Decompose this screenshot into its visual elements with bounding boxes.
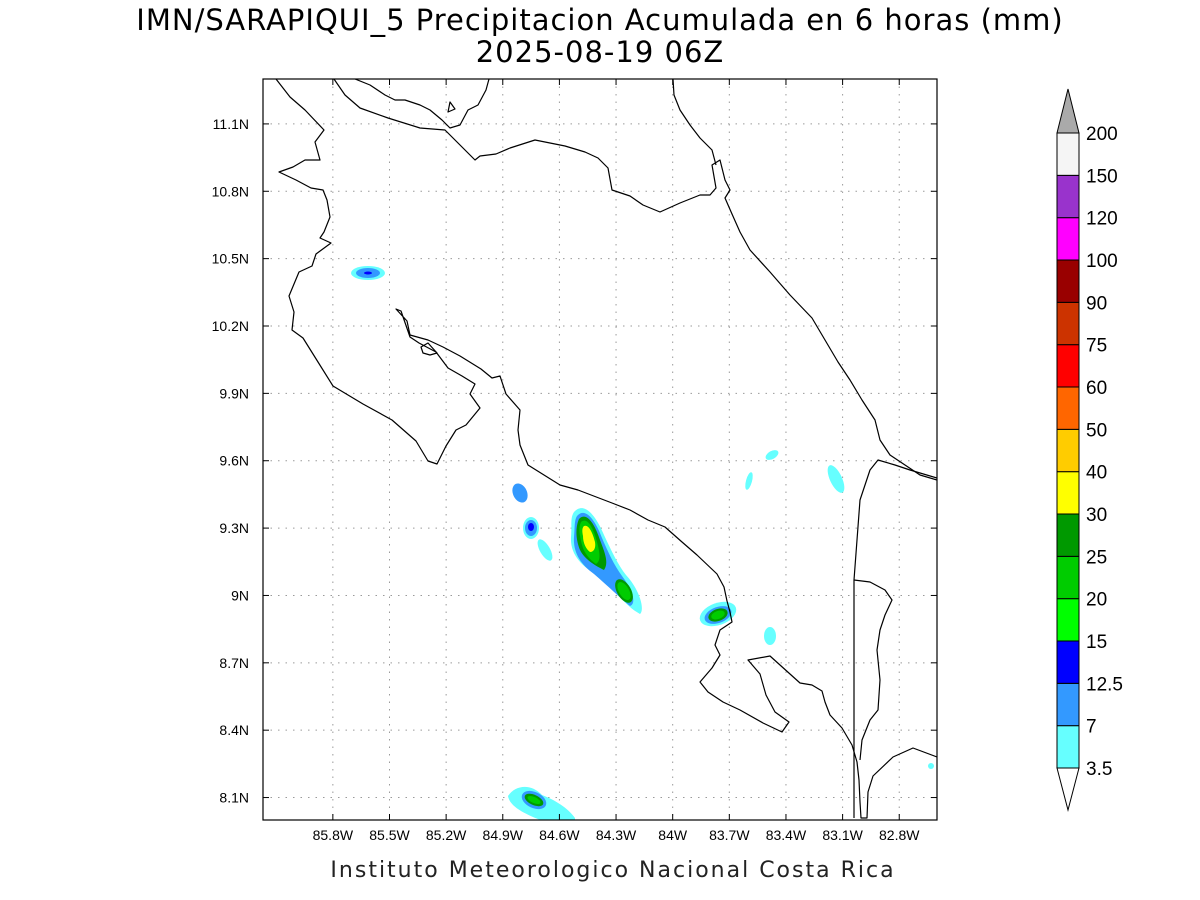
colorbar-level-label: 90 [1086,293,1107,314]
colorbar-swatch [1056,725,1080,769]
footer-institution: Instituto Meteorologico Nacional Costa R… [330,858,895,883]
colorbar-swatch [1056,682,1080,727]
lat-tick-label: 8.7N [219,655,249,671]
lon-tick-label: 83.4W [766,827,807,843]
lon-tick-label: 85.8W [313,827,354,843]
lat-tick-label: 8.1N [219,790,249,806]
pacific-coastline-north [275,79,937,819]
map-subtitle-date: 2025-08-19 06Z [476,35,725,69]
precip-cell [512,483,553,561]
colorbar-level-label: 3.5 [1086,759,1112,780]
colorbar-swatch [1056,344,1080,388]
colorbar-level-label: 30 [1086,505,1107,526]
lon-tick-label: 85.2W [426,827,467,843]
lon-tick-label: 85.5W [369,827,410,843]
precip-cell [351,266,385,280]
lat-tick-label: 9.9N [219,385,249,401]
colorbar-swatch [1056,301,1080,346]
lon-tick-label: 84.6W [539,827,580,843]
lat-tick-label: 10.5N [212,251,249,267]
colorbar-level-label: 100 [1086,251,1118,272]
precipitation-contours [351,266,934,820]
lon-tick-label: 84.9W [483,827,524,843]
latitude-labels: 8.1N 8.4N 8.7N 9N 9.3N 9.6N 9.9N 10.2N 10.5N 10.8… [212,116,249,806]
longitude-labels: 85.8W 85.5W 85.2W 84.9W 84.6W 84.3W 84W 83.7W 83… [313,827,921,843]
colorbar-swatch [1056,259,1080,303]
precip-cell [699,601,737,627]
nicaragua-coast-north [354,79,490,129]
lat-tick-label: 10.8N [212,183,249,199]
colorbar-swatch [1056,513,1080,557]
lat-tick-label: 9N [231,587,249,603]
lon-tick-label: 84W [658,827,688,843]
tick-marks [263,79,937,820]
colorbar-swatch [1056,386,1080,430]
coastlines [275,79,937,819]
caribbean-coastline [333,79,937,481]
lat-tick-label: 8.4N [219,722,249,738]
colorbar-level-label: 40 [1086,463,1107,484]
lat-tick-label: 10.2N [212,318,249,334]
precip-cell [745,450,934,769]
colorbar-level-label: 12.5 [1086,674,1123,695]
colorbar-level-label: 120 [1086,209,1118,230]
panama-border-south [853,579,893,761]
map-title: IMN/SARAPIQUI_5 Precipitacion Acumulada … [136,3,1063,37]
colorbar-level-label: 75 [1086,336,1107,357]
colorbar: 3.5 7 12.5 15 20 25 30 40 50 60 75 90 100 120 150 200 [1056,88,1123,812]
lon-tick-label: 83.7W [709,827,750,843]
lake-island [420,342,438,356]
caribbean-coast-upper [672,79,717,166]
colorbar-level-label: 60 [1086,378,1107,399]
colorbar-level-label: 20 [1086,590,1107,611]
colorbar-level-label: 50 [1086,420,1107,441]
colorbar-under-triangle [1056,767,1080,812]
gridlines [263,79,937,820]
colorbar-level-label: 200 [1086,124,1118,145]
colorbar-over-triangle [1056,88,1080,134]
plot-area: 85.8W 85.5W 85.2W 84.9W 84.6W 84.3W 84W 83.7W 83… [212,78,938,843]
colorbar-level-label: 25 [1086,547,1107,568]
colorbar-swatch [1056,428,1080,473]
small-island [447,101,456,113]
colorbar-swatch [1056,555,1080,600]
panama-border [853,459,937,818]
lat-tick-label: 11.1N [213,116,249,132]
colorbar-swatch [1056,132,1080,176]
precip-cell [508,786,575,820]
precip-cell [570,508,642,614]
colorbar-swatch [1056,471,1080,515]
colorbar-swatch [1056,217,1080,261]
colorbar-level-label: 7 [1086,717,1097,738]
lat-tick-label: 9.3N [219,520,249,536]
colorbar-level-label: 15 [1086,632,1107,653]
lon-tick-label: 83.1W [822,827,863,843]
plot-frame [262,78,938,821]
lat-tick-label: 9.6N [219,453,249,469]
colorbar-swatch [1056,598,1080,642]
colorbar-swatch [1056,640,1080,684]
colorbar-swatch [1056,174,1080,219]
lon-tick-label: 82.8W [879,827,920,843]
colorbar-level-label: 150 [1086,166,1118,187]
lon-tick-label: 84.3W [596,827,637,843]
